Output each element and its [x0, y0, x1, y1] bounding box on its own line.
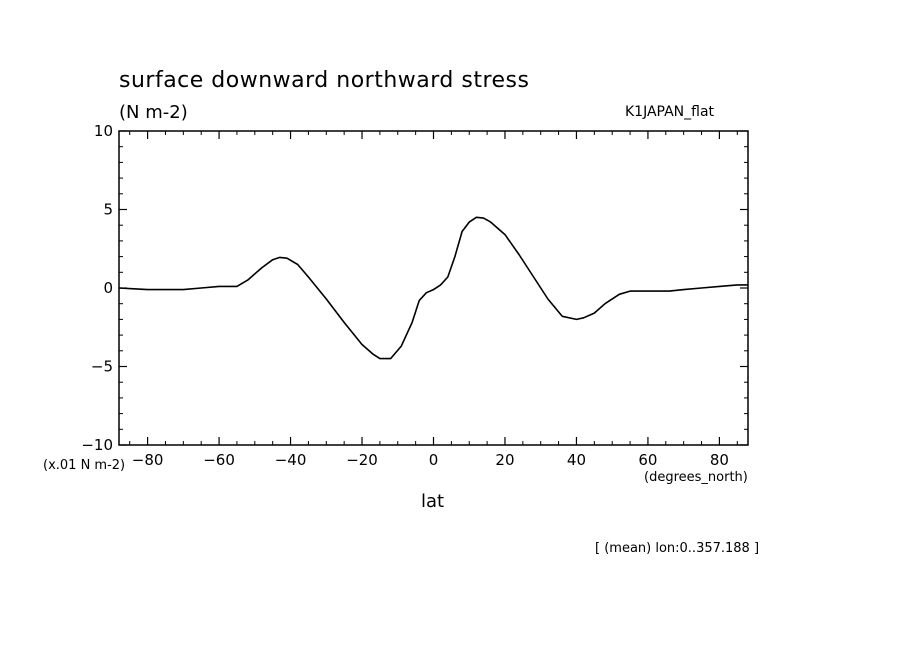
y-tick-label: −5	[91, 358, 113, 376]
x-tick-label: 60	[638, 451, 657, 469]
x-tick-label: −40	[275, 451, 307, 469]
x-tick-label: 40	[567, 451, 586, 469]
x-tick-label: 20	[495, 451, 514, 469]
x-axis-units: (degrees_north)	[644, 470, 748, 485]
data-line	[118, 216, 748, 360]
y-tick-label: 5	[103, 201, 113, 219]
experiment-label: K1JAPAN_flat	[625, 104, 715, 120]
x-tick-label: −80	[132, 451, 164, 469]
major-ticks	[119, 130, 748, 446]
y-tick-label: 10	[94, 122, 113, 140]
tick-labels: −80 −60 −40 −20 0 20 40 60 80 −10 −5 0 5 10	[81, 122, 729, 469]
chart-title: surface downward northward stress	[119, 68, 530, 93]
y-tick-label: 0	[103, 279, 113, 297]
x-axis-label: lat	[421, 491, 445, 512]
x-tick-label: −60	[203, 451, 235, 469]
minor-ticks	[119, 131, 748, 445]
mean-annotation: [ (mean) lon:0..357.188 ]	[595, 541, 760, 556]
x-tick-label: −20	[346, 451, 378, 469]
units-label: (N m-2)	[119, 102, 188, 123]
scale-note: (x.01 N m-2)	[43, 458, 126, 473]
y-tick-label: −10	[81, 436, 113, 454]
x-tick-label: 80	[710, 451, 729, 469]
x-tick-label: 0	[429, 451, 439, 469]
plot-frame	[118, 130, 749, 446]
